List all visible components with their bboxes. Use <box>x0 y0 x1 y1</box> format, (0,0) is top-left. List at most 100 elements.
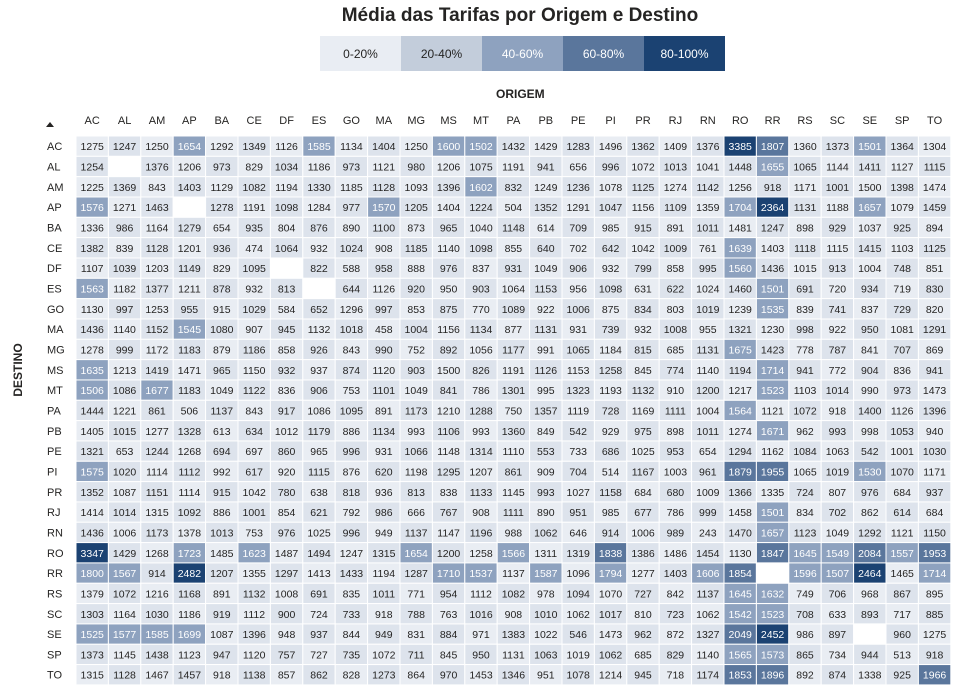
cell-value-label: 961 <box>699 466 717 478</box>
cell-value-label: 1398 <box>891 182 915 194</box>
cell-value-label: 1149 <box>178 263 201 275</box>
row-header-ap: AP <box>47 202 62 214</box>
cell-value-label: 653 <box>116 446 134 458</box>
cell-value-label: 1137 <box>502 568 525 580</box>
cell-value-label: 1258 <box>599 365 623 377</box>
cell-value-label: 1577 <box>113 629 137 641</box>
cell-value-label: 1360 <box>502 426 526 438</box>
cell-value-label: 1327 <box>696 629 720 641</box>
cell-value-label: 951 <box>537 670 555 682</box>
cell-value-label: 1221 <box>113 405 137 417</box>
cell-value-label: 1304 <box>923 141 947 153</box>
heatmap-cell[interactable] <box>302 277 336 300</box>
cell-value-label: 1098 <box>469 243 493 255</box>
cell-value-label: 1014 <box>113 507 137 519</box>
cell-value-label: 1174 <box>697 670 720 682</box>
cell-value-label: 621 <box>310 507 328 519</box>
cell-value-label: 986 <box>796 629 814 641</box>
cell-value-label: 991 <box>537 344 555 356</box>
cell-value-label: 1460 <box>729 283 753 295</box>
cell-value-label: 1082 <box>502 588 526 600</box>
cell-value-label: 1164 <box>113 609 136 621</box>
cell-value-label: 553 <box>537 446 555 458</box>
cell-value-label: 931 <box>375 446 393 458</box>
cell-value-label: 876 <box>343 466 361 478</box>
row-header-ce: CE <box>47 243 62 255</box>
cell-value-label: 1458 <box>729 507 753 519</box>
cell-value-label: 1148 <box>502 222 525 234</box>
cell-value-label: 1186 <box>178 609 201 621</box>
heatmap-cell[interactable] <box>172 196 207 218</box>
cell-value-label: 843 <box>245 405 263 417</box>
cell-value-label: 1362 <box>631 141 655 153</box>
cell-value-label: 761 <box>699 243 717 255</box>
legend-item-80-100[interactable]: 80-100% <box>644 36 725 71</box>
cell-value-label: 1530 <box>858 466 882 478</box>
cell-value-label: 1131 <box>697 344 720 356</box>
cell-value-label: 1134 <box>470 324 493 336</box>
cell-value-label: 1606 <box>696 568 720 580</box>
cell-value-label: 993 <box>829 426 847 438</box>
cell-value-label: 1040 <box>469 222 493 234</box>
row-header-mg: MG <box>47 344 65 356</box>
cell-value-label: 971 <box>472 629 490 641</box>
cell-value-label: 985 <box>602 507 620 519</box>
legend-item-0-20[interactable]: 0-20% <box>320 36 401 71</box>
cell-value-label: 935 <box>245 222 263 234</box>
legend-item-40-60[interactable]: 40-60% <box>482 36 563 71</box>
row-header-pb: PB <box>47 426 62 438</box>
legend-item-20-40[interactable]: 20-40% <box>401 36 482 71</box>
cell-value-label: 1070 <box>891 466 915 478</box>
cell-value-label: 778 <box>796 344 814 356</box>
cell-value-label: 1013 <box>664 161 688 173</box>
legend-item-60-80[interactable]: 60-80% <box>563 36 644 71</box>
cell-value-label: 1315 <box>145 507 169 519</box>
cell-value-label: 1699 <box>178 629 202 641</box>
cell-value-label: 1072 <box>793 405 817 417</box>
column-header-ac: AC <box>85 115 100 127</box>
heatmap-cell[interactable] <box>917 664 952 686</box>
cell-value-label: 1041 <box>696 161 720 173</box>
cell-value-label: 891 <box>375 405 393 417</box>
cell-value-label: 1523 <box>761 385 785 397</box>
cell-value-label: 780 <box>278 487 296 499</box>
cell-value-label: 908 <box>472 507 490 519</box>
cell-value-label: 614 <box>893 507 911 519</box>
cell-value-label: 1376 <box>145 161 169 173</box>
cell-value-label: 920 <box>278 466 296 478</box>
cell-value-label: 739 <box>602 324 620 336</box>
cell-value-label: 1602 <box>469 182 493 194</box>
cell-value-label: 958 <box>375 263 393 275</box>
cell-value-label: 926 <box>310 344 328 356</box>
cell-value-label: 634 <box>245 426 263 438</box>
cell-value-label: 1100 <box>373 222 396 234</box>
cell-value-label: 1486 <box>664 548 688 560</box>
column-header-df: DF <box>279 115 294 127</box>
cell-value-label: 741 <box>829 304 847 316</box>
cell-value-label: 1256 <box>729 182 753 194</box>
heatmap-cell[interactable] <box>107 155 142 178</box>
cell-value-label: 542 <box>861 446 879 458</box>
cell-value-label: 917 <box>278 405 296 417</box>
heatmap-cell[interactable] <box>269 257 304 279</box>
heatmap-cell[interactable] <box>755 562 790 584</box>
cell-value-label: 1134 <box>373 426 396 438</box>
cell-value-label: 1094 <box>567 588 591 600</box>
cell-value-label: 1145 <box>113 649 136 661</box>
heatmap-cell[interactable] <box>853 623 887 645</box>
cell-value-label: 861 <box>148 405 166 417</box>
cell-value-label: 878 <box>213 283 231 295</box>
cell-value-label: 1120 <box>373 365 396 377</box>
cell-value-label: 1009 <box>696 487 720 499</box>
cell-value-label: 1654 <box>178 141 202 153</box>
sort-ascending-icon[interactable] <box>46 122 54 127</box>
cell-value-label: 734 <box>829 649 847 661</box>
cell-value-label: 872 <box>667 629 685 641</box>
cell-value-label: 772 <box>829 365 847 377</box>
column-header-mg: MG <box>407 115 425 127</box>
cell-value-label: 1254 <box>81 161 105 173</box>
cell-value-label: 1125 <box>923 243 946 255</box>
cell-value-label: 910 <box>667 385 685 397</box>
cell-value-label: 834 <box>796 507 814 519</box>
cell-value-label: 1800 <box>81 568 105 580</box>
